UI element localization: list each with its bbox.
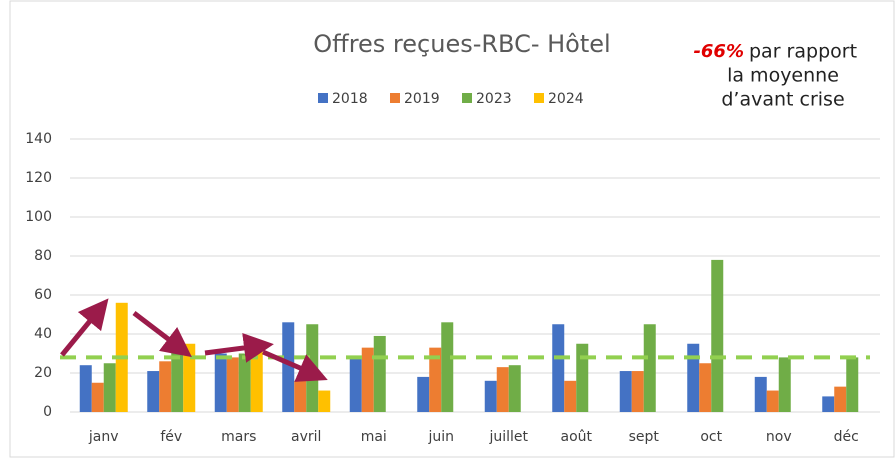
- bar: [349, 357, 362, 412]
- bar: [318, 390, 331, 412]
- annotation: -66% par rapport la moyenne d’avant cris…: [693, 41, 857, 111]
- bar: [484, 380, 497, 412]
- bar: [282, 322, 295, 412]
- legend-label: 2018: [332, 91, 368, 107]
- arrow: [60, 298, 109, 357]
- bar: [429, 347, 442, 412]
- chart-title: Offres reçues-RBC- Hôtel: [313, 30, 610, 58]
- bar: [79, 365, 92, 412]
- bar: [361, 347, 374, 412]
- x-tick-label: juin: [427, 429, 454, 445]
- annotation-text: d’avant crise: [721, 89, 844, 111]
- bar: [778, 357, 791, 412]
- x-tick-label: janv: [88, 429, 119, 445]
- bar: [766, 390, 779, 412]
- legend-label: 2023: [476, 91, 512, 107]
- x-tick-label: fév: [160, 429, 182, 445]
- y-tick-label: 40: [34, 326, 52, 342]
- x-tick-label: mai: [361, 429, 387, 445]
- y-tick-label: 0: [43, 404, 52, 420]
- bar: [306, 324, 319, 412]
- bar: [147, 371, 160, 412]
- bar: [238, 353, 251, 412]
- bar: [619, 371, 632, 412]
- legend-swatch: [462, 93, 472, 103]
- bar: [417, 376, 430, 412]
- legend-swatch: [390, 93, 400, 103]
- arrow: [204, 333, 274, 363]
- bar: [631, 371, 644, 412]
- x-tick-label: mars: [221, 429, 256, 445]
- bar: [91, 382, 104, 412]
- bar: [441, 322, 454, 412]
- x-tick-label: juillet: [488, 429, 528, 445]
- arrow: [262, 349, 328, 382]
- bar: [183, 343, 196, 412]
- x-tick-label: déc: [834, 429, 859, 445]
- bar: [171, 349, 184, 412]
- bar: [643, 324, 656, 412]
- annotation-text: la moyenne: [727, 65, 839, 87]
- x-tick-label: oct: [700, 429, 722, 445]
- y-tick-label: 100: [25, 209, 52, 225]
- y-tick-label: 140: [25, 131, 52, 147]
- y-tick-label: 120: [25, 170, 52, 186]
- bar: [687, 343, 700, 412]
- bar: [564, 380, 577, 412]
- y-tick-label: 60: [34, 287, 52, 303]
- bar: [552, 324, 565, 412]
- legend-label: 2024: [548, 91, 584, 107]
- x-tick-label: sept: [629, 429, 660, 445]
- bar: [754, 376, 767, 412]
- arrows: [60, 298, 328, 382]
- bar: [373, 335, 386, 412]
- y-tick-label: 80: [34, 248, 52, 264]
- bar: [250, 343, 263, 412]
- bar: [294, 380, 307, 412]
- legend-swatch: [534, 93, 544, 103]
- bar: [103, 363, 116, 412]
- bar: [711, 259, 724, 412]
- plot: 0 20 40 60 80 100 120 140 2018 2019 2023 2024 janv fé…: [25, 91, 880, 445]
- bar: [822, 396, 835, 412]
- bar: [496, 367, 509, 412]
- x-tick-label: avril: [291, 429, 321, 445]
- bar: [159, 361, 172, 412]
- annotation-text: par rapport: [749, 41, 857, 63]
- arrow: [132, 311, 192, 358]
- bar: [699, 363, 712, 412]
- bar: [846, 357, 859, 412]
- annotation-highlight: -66%: [693, 41, 744, 62]
- bar: [508, 365, 521, 412]
- bar: [576, 343, 589, 412]
- legend-swatch: [318, 93, 328, 103]
- x-tick-label: août: [560, 429, 592, 445]
- bar: [214, 353, 227, 412]
- bar: [226, 357, 239, 412]
- legend-label: 2019: [404, 91, 440, 107]
- bar: [834, 386, 847, 412]
- y-tick-label: 20: [34, 365, 52, 381]
- x-tick-label: nov: [766, 429, 792, 445]
- chart-frame: [9, 0, 895, 458]
